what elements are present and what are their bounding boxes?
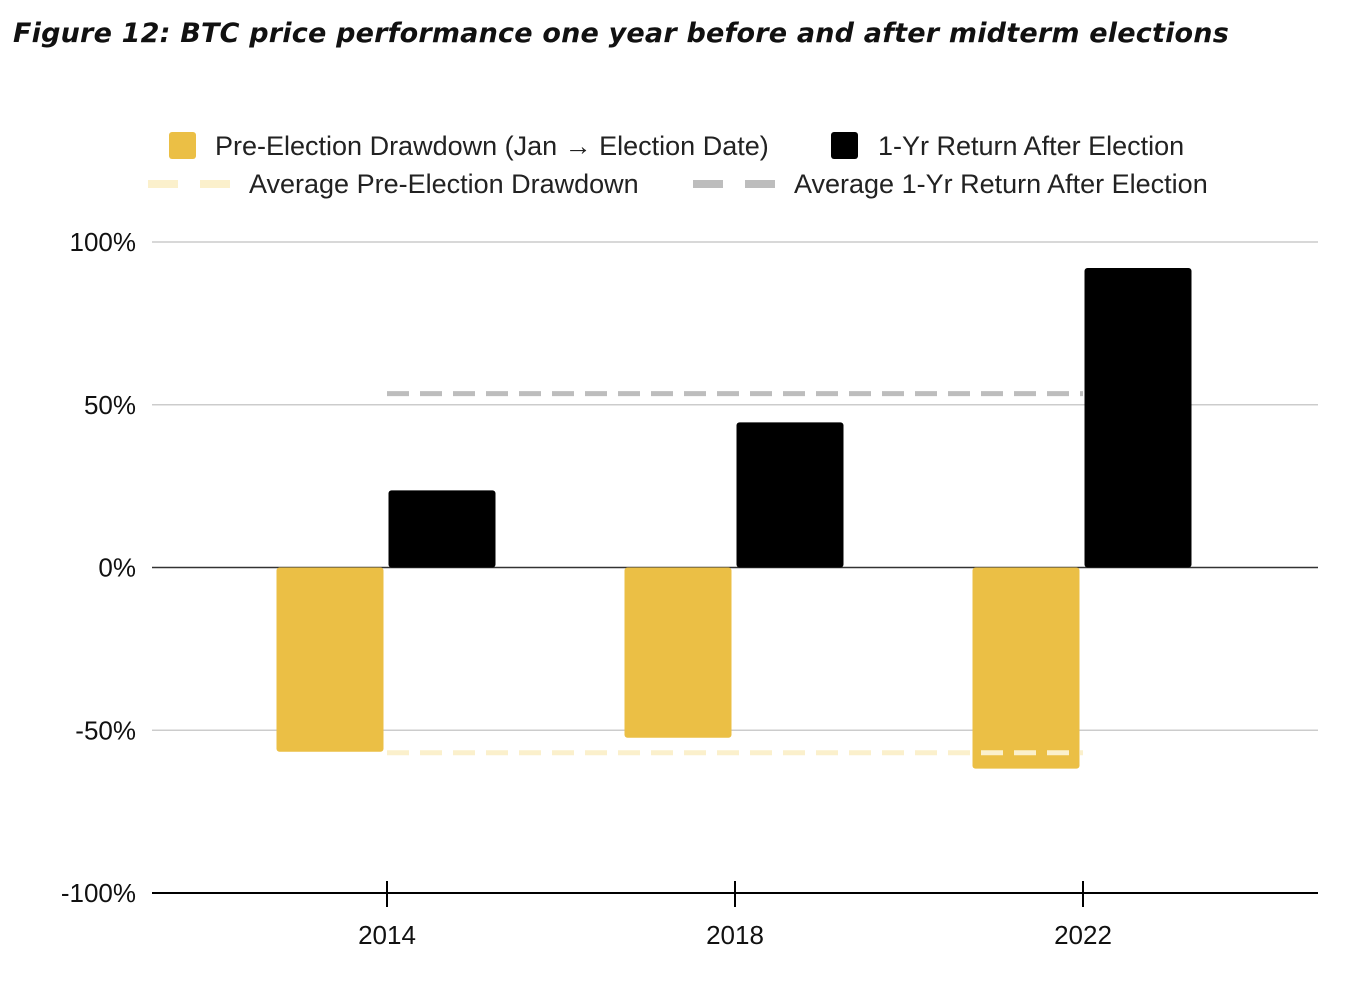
x-tick-label: 2022 [1054, 920, 1112, 950]
legend-label-after-election: 1-Yr Return After Election [878, 131, 1184, 161]
bar-pre-election [276, 567, 384, 752]
legend-swatch-after-election [831, 132, 858, 159]
figure-title: Figure 12: BTC price performance one yea… [13, 18, 1229, 49]
bar-after-election [388, 490, 496, 568]
legend-label-avg-after: Average 1-Yr Return After Election [794, 169, 1208, 199]
y-tick-label: 100% [70, 227, 137, 257]
bar-pre-election [972, 567, 1080, 769]
x-tick-label: 2014 [358, 920, 416, 950]
bar-after-election [1084, 268, 1192, 568]
bar-after-election [736, 422, 844, 568]
y-tick-label: 0% [98, 553, 136, 583]
y-tick-label: -100% [61, 878, 136, 908]
x-tick-label: 2018 [706, 920, 764, 950]
legend-label-avg-pre: Average Pre-Election Drawdown [249, 169, 639, 199]
legend-swatch-pre-election [169, 132, 196, 159]
y-tick-label: 50% [84, 390, 136, 420]
legend-label-pre-election: Pre-Election Drawdown (Jan → Election Da… [215, 131, 769, 161]
bar-pre-election [624, 567, 732, 738]
y-tick-label: -50% [75, 715, 136, 745]
